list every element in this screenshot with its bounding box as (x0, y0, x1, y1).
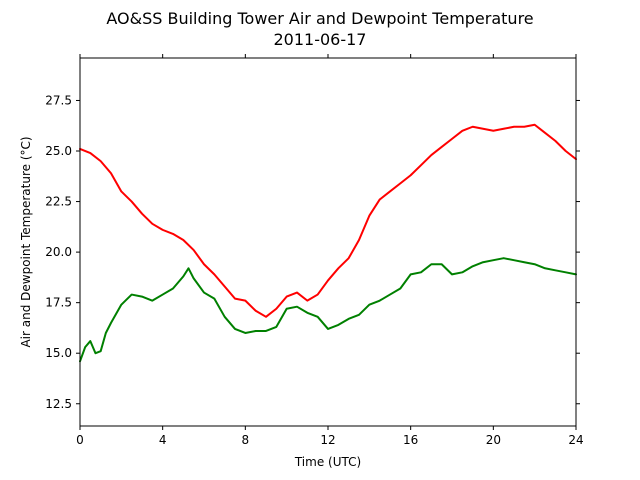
chart-title: AO&SS Building Tower Air and Dewpoint Te… (106, 9, 533, 28)
x-tick-label: 24 (568, 433, 583, 447)
x-tick-label: 16 (403, 433, 418, 447)
x-tick-label: 4 (159, 433, 167, 447)
y-axis-label: Air and Dewpoint Temperature (°C) (19, 136, 33, 347)
x-tick-label: 20 (486, 433, 501, 447)
series-line-0 (79, 123, 577, 318)
x-tick-label: 8 (242, 433, 250, 447)
x-axis-label: Time (UTC) (294, 455, 361, 469)
series-line-1 (79, 257, 577, 363)
y-tick-label: 17.5 (45, 296, 72, 310)
series-layer (79, 123, 577, 363)
x-tick-label: 12 (320, 433, 335, 447)
y-tick-label: 15.0 (45, 346, 72, 360)
y-tick-label: 12.5 (45, 397, 72, 411)
y-tick-label: 20.0 (45, 245, 72, 259)
chart-subtitle: 2011-06-17 (274, 30, 367, 49)
y-tick-label: 22.5 (45, 195, 72, 209)
x-tick-label: 0 (76, 433, 84, 447)
y-tick-label: 25.0 (45, 144, 72, 158)
y-tick-label: 27.5 (45, 93, 72, 107)
ticks-layer: 0 4 8 12 16 20 24 12.5 15.0 17.5 20.0 22.5 25.0 27.5 (45, 54, 584, 447)
